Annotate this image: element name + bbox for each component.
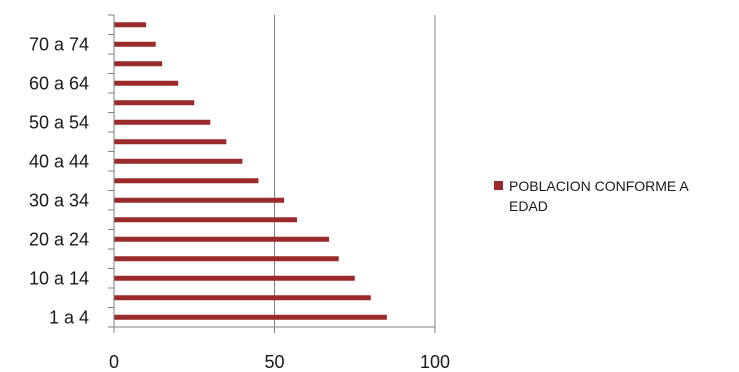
axes	[108, 14, 436, 333]
legend: POBLACION CONFORME A EDAD	[494, 176, 739, 216]
bar-30-a-34	[114, 197, 285, 203]
bar-45-a-49	[114, 139, 227, 145]
y-tick-label: 1 a 4	[49, 307, 89, 327]
legend-label: POBLACION CONFORME A EDAD	[509, 178, 688, 214]
x-tick-labels: 0 50 100	[109, 352, 450, 372]
bar-10-a-14	[114, 275, 355, 281]
bar-20-a-24	[114, 236, 330, 242]
bar-35-a-39	[114, 178, 259, 184]
x-tick-label: 0	[109, 352, 119, 372]
y-tick-label: 60 a 64	[29, 73, 89, 93]
y-tick-label: 50 a 54	[29, 112, 89, 132]
bar-15-a-19	[114, 256, 339, 262]
bar-40-a-44	[114, 158, 243, 164]
bar-70-a-74	[114, 41, 156, 47]
bar-60-a-64	[114, 80, 179, 86]
y-tick-label: 10 a 14	[29, 268, 89, 288]
bar-50-a-54	[114, 119, 211, 125]
bar-series	[114, 22, 387, 320]
x-tick-label: 100	[420, 352, 450, 372]
bar-65-a-69	[114, 61, 163, 67]
x-tick-label: 50	[264, 352, 284, 372]
y-tick-label: 70 a 74	[29, 34, 89, 54]
bar-1-a-4	[114, 314, 387, 320]
bar-25-a-29	[114, 217, 297, 223]
bar-5-a-9	[114, 295, 371, 301]
bar-75-a-79	[114, 22, 147, 28]
y-tick-label: 30 a 34	[29, 190, 89, 210]
legend-swatch	[494, 181, 503, 190]
y-tick-label: 20 a 24	[29, 229, 89, 249]
gridlines	[274, 15, 436, 327]
y-tick-label: 40 a 44	[29, 151, 89, 171]
bar-55-a-59	[114, 100, 195, 106]
y-tick-labels: 1 a 4 10 a 14 20 a 24 30 a 34 40 a 44 50 a 54…	[29, 34, 89, 327]
